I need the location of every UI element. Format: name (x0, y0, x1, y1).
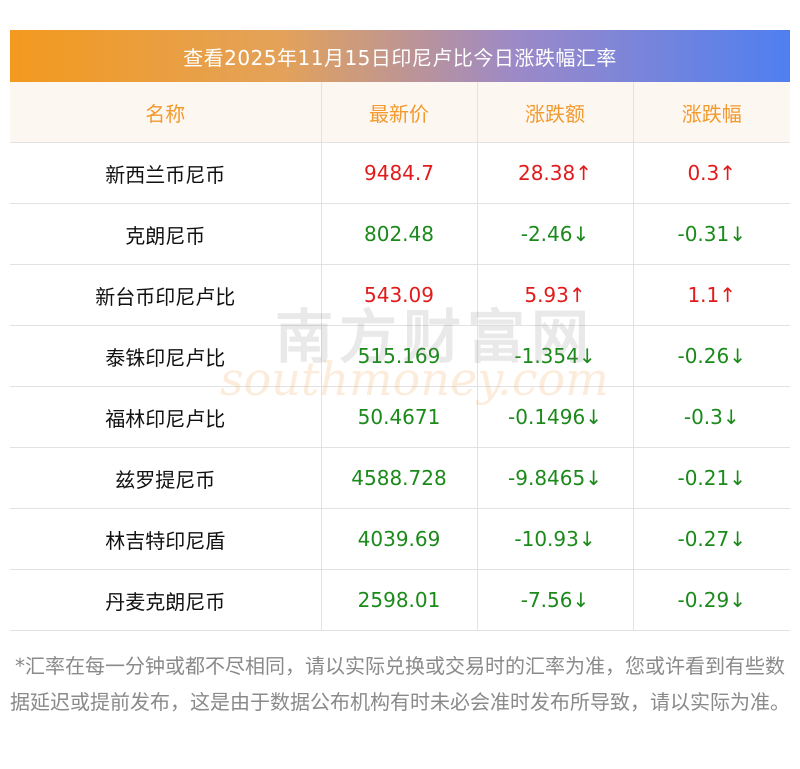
column-header-change: 涨跌额 (477, 82, 634, 143)
latest-price: 4039.69 (321, 508, 478, 570)
latest-price: 2598.01 (321, 569, 478, 631)
price-change: -10.93↓ (477, 508, 634, 570)
price-change: -2.46↓ (477, 203, 634, 265)
table-row: 福林印尼卢比 50.4671 -0.1496↓ -0.3↓ (10, 386, 790, 448)
currency-name: 新台币印尼卢比 (10, 264, 322, 326)
percent-change: -0.31↓ (633, 203, 790, 265)
percent-change: -0.29↓ (633, 569, 790, 631)
table-row: 新西兰币尼币 9484.7 28.38↑ 0.3↑ (10, 142, 790, 204)
percent-change: -0.3↓ (633, 386, 790, 448)
column-header-percent: 涨跌幅 (633, 82, 790, 143)
percent-change: -0.26↓ (633, 325, 790, 387)
table-row: 林吉特印尼盾 4039.69 -10.93↓ -0.27↓ (10, 508, 790, 570)
rate-table: 名称 最新价 涨跌额 涨跌幅 新西兰币尼币 9484.7 28.38↑ 0.3↑… (10, 82, 790, 631)
column-header-price: 最新价 (321, 82, 478, 143)
currency-name: 兹罗提尼币 (10, 447, 322, 509)
table-header-row: 名称 最新价 涨跌额 涨跌幅 (10, 82, 790, 143)
table-title: 查看2025年11月15日印尼卢比今日涨跌幅汇率 (10, 30, 790, 82)
price-change: -1.354↓ (477, 325, 634, 387)
latest-price: 4588.728 (321, 447, 478, 509)
currency-name: 新西兰币尼币 (10, 142, 322, 204)
latest-price: 543.09 (321, 264, 478, 326)
percent-change: 1.1↑ (633, 264, 790, 326)
latest-price: 515.169 (321, 325, 478, 387)
table-row: 兹罗提尼币 4588.728 -9.8465↓ -0.21↓ (10, 447, 790, 509)
price-change: 28.38↑ (477, 142, 634, 204)
price-change: 5.93↑ (477, 264, 634, 326)
table-row: 丹麦克朗尼币 2598.01 -7.56↓ -0.29↓ (10, 569, 790, 631)
column-header-name: 名称 (10, 82, 322, 143)
latest-price: 50.4671 (321, 386, 478, 448)
percent-change: -0.27↓ (633, 508, 790, 570)
table-row: 泰铢印尼卢比 515.169 -1.354↓ -0.26↓ (10, 325, 790, 387)
currency-name: 丹麦克朗尼币 (10, 569, 322, 631)
latest-price: 9484.7 (321, 142, 478, 204)
table-row: 克朗尼币 802.48 -2.46↓ -0.31↓ (10, 203, 790, 265)
rate-table-card: 查看2025年11月15日印尼卢比今日涨跌幅汇率 名称 最新价 涨跌额 涨跌幅 … (10, 30, 790, 631)
latest-price: 802.48 (321, 203, 478, 265)
price-change: -0.1496↓ (477, 386, 634, 448)
price-change: -9.8465↓ (477, 447, 634, 509)
price-change: -7.56↓ (477, 569, 634, 631)
percent-change: 0.3↑ (633, 142, 790, 204)
table-row: 新台币印尼卢比 543.09 5.93↑ 1.1↑ (10, 264, 790, 326)
currency-name: 福林印尼卢比 (10, 386, 322, 448)
currency-name: 泰铢印尼卢比 (10, 325, 322, 387)
disclaimer-footnote: *汇率在每一分钟或都不尽相同，请以实际兑换或交易时的汇率为准，您或许看到有些数据… (10, 654, 790, 714)
percent-change: -0.21↓ (633, 447, 790, 509)
currency-name: 克朗尼币 (10, 203, 322, 265)
currency-name: 林吉特印尼盾 (10, 508, 322, 570)
